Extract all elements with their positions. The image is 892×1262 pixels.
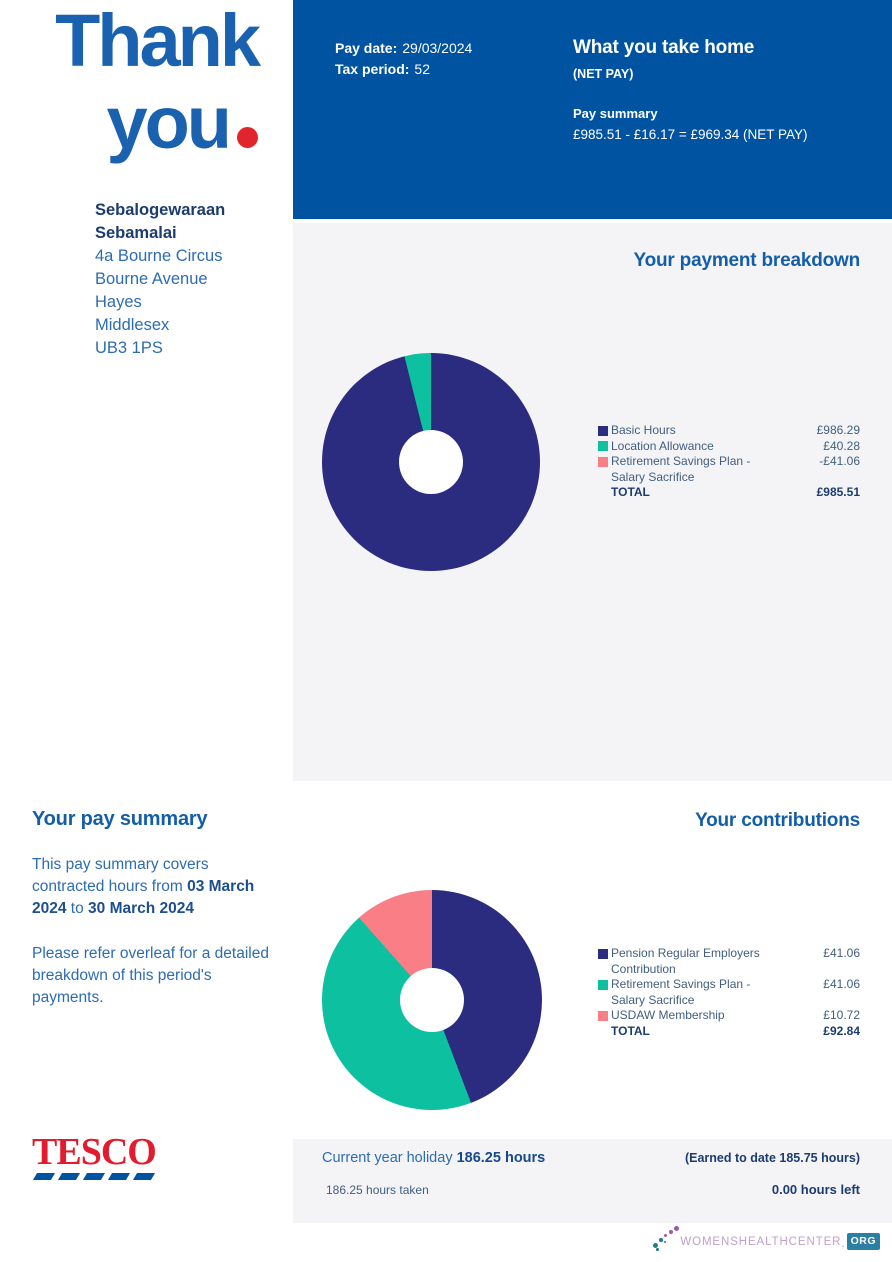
pay-summary-label: Pay summary <box>573 106 658 121</box>
address-line: Bourne Avenue <box>95 270 208 288</box>
legend-item-location-allowance: Location Allowance £40.28 <box>598 439 860 455</box>
pay-summary-title: Your pay summary <box>32 808 208 830</box>
address-line: Hayes <box>95 293 142 311</box>
legend-value: £986.29 <box>816 423 860 437</box>
tax-period-value: 52 <box>414 61 430 77</box>
tesco-logo: TESCO <box>32 1131 158 1180</box>
legend-label: Retirement Savings Plan - Salary Sacrific… <box>611 454 751 484</box>
pay-date-row: Pay date: 29/03/2024 <box>335 38 472 59</box>
pay-summary-paragraph-1: This pay summary covers contracted hours… <box>32 856 255 917</box>
legend-value: £40.28 <box>823 438 860 453</box>
legend-item-basic-hours: Basic Hours £986.29 <box>598 423 860 439</box>
legend-item-retirement-savings: Retirement Savings Plan - Salary Sacrific… <box>598 977 860 1008</box>
legend-label: Basic Hours <box>611 423 676 437</box>
watermark-period: . <box>841 1238 845 1250</box>
legend-total-value: £985.51 <box>816 485 860 499</box>
contributions-donut-chart <box>322 890 542 1110</box>
legend-swatch <box>598 948 608 959</box>
legend-value: £41.06 <box>823 977 860 991</box>
legend-total-row: TOTAL £985.51 <box>598 485 860 501</box>
contributions-title: Your contributions <box>695 810 860 831</box>
address-line: Middlesex <box>95 316 170 334</box>
recipient-address-block: Sebalogewaraan Sebamalai 4a Bourne Circu… <box>95 199 225 360</box>
thank-you-heading: Thank you <box>0 0 261 164</box>
red-dot-icon <box>237 127 258 148</box>
watermark-dots-icon <box>652 1226 680 1251</box>
watermark-name: WOMENSHEALTHCENTER <box>680 1236 842 1248</box>
legend-item-retirement-savings: Retirement Savings Plan - Salary Sacrific… <box>598 454 860 485</box>
legend-label: Location Allowance <box>611 438 714 453</box>
tax-period-label: Tax period: <box>335 61 410 77</box>
contributions-legend: Pension Regular Employers Contribution £4… <box>598 946 860 1039</box>
pay-date-block: Pay date: 29/03/2024 Tax period: 52 <box>335 38 472 80</box>
holiday-hours-value: 186.25 hours <box>456 1150 546 1166</box>
payment-breakdown-panel: Your payment breakdown Basic Hours £986.… <box>293 223 892 781</box>
thank-you-line2: you <box>0 82 258 164</box>
pay-summary-section: Your pay summary This pay summary covers… <box>32 808 272 1032</box>
take-home-block: What you take home (NET PAY) Pay summary… <box>573 37 808 142</box>
watermark-logo: WOMENSHEALTHCENTER . ORG <box>652 1226 880 1251</box>
legend-value: £10.72 <box>823 1008 860 1022</box>
legend-swatch <box>598 425 608 436</box>
legend-item-pension-employers: Pension Regular Employers Contribution £4… <box>598 946 860 977</box>
hours-left: 0.00 hours left <box>771 1182 860 1197</box>
legend-swatch <box>598 1010 608 1021</box>
pay-date-label: Pay date: <box>335 40 398 56</box>
thank-you-line1: Thank <box>55 0 261 82</box>
legend-total-label: TOTAL <box>611 485 650 499</box>
pay-summary-paragraph-2: Please refer overleaf for a detailed bre… <box>32 945 269 1006</box>
legend-value: £41.06 <box>823 946 860 960</box>
pay-date-value: 29/03/2024 <box>402 40 473 56</box>
legend-total-row: TOTAL £92.84 <box>598 1024 860 1040</box>
recipient-name-line1: Sebalogewaraan <box>95 201 226 219</box>
address-line: UB3 1PS <box>95 339 163 357</box>
holiday-summary-bar: Current year holiday 186.25 hours (Earned… <box>293 1139 892 1223</box>
pay-summary-equation: £985.51 - £16.17 = £969.34 (NET PAY) <box>573 127 808 142</box>
current-year-holiday: Current year holiday 186.25 hours <box>322 1150 546 1166</box>
payment-breakdown-legend: Basic Hours £986.29 Location Allowance £… <box>598 423 860 501</box>
recipient-name-line2: Sebamalai <box>95 224 177 242</box>
legend-label: USDAW Membership <box>611 1008 725 1022</box>
net-pay-subtitle: (NET PAY) <box>573 67 634 81</box>
address-line: 4a Bourne Circus <box>95 247 223 265</box>
earned-to-date: (Earned to date 185.75 hours) <box>684 1151 860 1165</box>
payment-breakdown-donut-chart <box>322 353 540 571</box>
tesco-logo-text: TESCO <box>32 1131 157 1173</box>
hours-taken: 186.25 hours taken <box>326 1183 429 1197</box>
legend-label: Pension Regular Employers Contribution <box>611 946 760 976</box>
pay-banner: Pay date: 29/03/2024 Tax period: 52 What y… <box>293 0 892 219</box>
legend-total-label: TOTAL <box>611 1023 650 1038</box>
legend-item-usdaw-membership: USDAW Membership £10.72 <box>598 1008 860 1024</box>
legend-swatch <box>598 441 608 451</box>
holiday-row-1: Current year holiday 186.25 hours (Earned… <box>322 1150 860 1166</box>
tax-period-row: Tax period: 52 <box>335 59 472 80</box>
watermark-org-badge: ORG <box>846 1233 880 1250</box>
legend-swatch <box>598 456 608 467</box>
holiday-row-2: 186.25 hours taken 0.00 hours left <box>326 1182 860 1197</box>
payment-breakdown-title: Your payment breakdown <box>633 250 861 271</box>
legend-total-value: £92.84 <box>823 1023 860 1038</box>
take-home-title: What you take home <box>573 37 755 58</box>
legend-value: -£41.06 <box>819 454 860 468</box>
legend-swatch <box>598 979 608 990</box>
tesco-logo-dashes-icon <box>32 1173 158 1180</box>
legend-label: Retirement Savings Plan - Salary Sacrific… <box>611 977 751 1007</box>
